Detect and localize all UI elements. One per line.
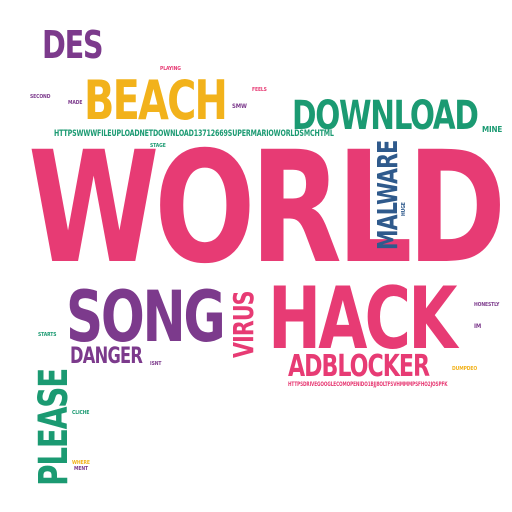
word-url-drive: HTTPSDRIVEGOOGLECOMOPENIDO1BJJ8OLTFSVHMM… [288,381,448,388]
word-huge: HUGE [401,202,407,216]
word-please: PLEASE [31,369,77,486]
word-virus: VIRUS [227,291,260,358]
word-honestly: HONESTLY [474,302,500,308]
word-ment: MENT [74,466,88,472]
word-where: WHERE [72,460,90,466]
word-playing: PLAYING [160,66,181,72]
word-starts: STARTS [38,332,57,338]
word-feels: FEELS [252,87,267,93]
word-world: WORLD [28,119,506,298]
word-cliche: CLICHE [72,410,90,416]
word-url-fileupload: HTTPSWWWFILEUPLOADNETDOWNLOAD13712669SUP… [54,129,334,139]
word-second: SECOND [30,94,51,100]
word-beach: BEACH [84,69,228,132]
word-des: DES [42,23,104,67]
word-dumpdeo: DUMPDEO [452,366,478,372]
word-mine: MINE [482,125,503,134]
word-malware: MALWARE [371,140,404,250]
word-download: DOWNLOAD [292,93,479,139]
word-stage: STAGE [150,143,166,149]
word-made: MADE [68,100,83,106]
word-hack: HACK [268,269,457,369]
word-danger: DANGER [70,344,143,369]
word-isnt: ISNT [150,361,162,367]
word-im: IM [474,323,482,330]
word-song: SONG [66,276,226,358]
word-smw: SMW [232,103,247,110]
word-adblocker: ADBLOCKER [288,349,430,384]
